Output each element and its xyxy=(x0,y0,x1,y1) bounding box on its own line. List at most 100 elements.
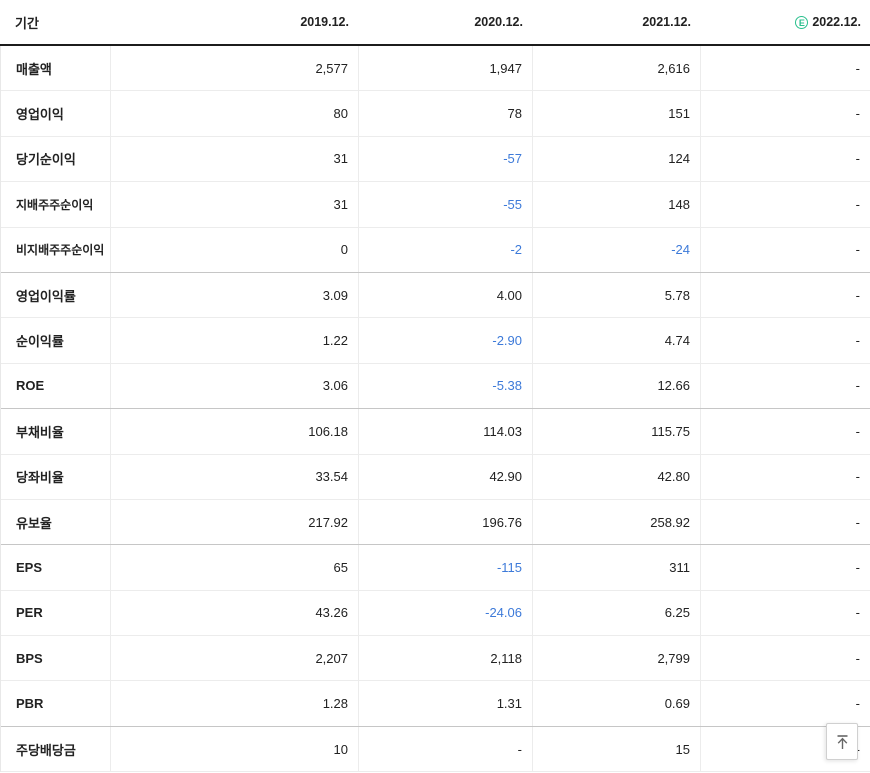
cell-2020: 1.31 xyxy=(358,681,532,726)
cell-2021: 0.69 xyxy=(532,681,700,726)
table-row: 영업이익 80 78 151 - xyxy=(1,91,870,137)
cell-2021: 15 xyxy=(532,726,700,772)
cell-2020: 78 xyxy=(358,91,532,136)
row-label: 순이익률 xyxy=(16,334,64,350)
cell-2021: 115.75 xyxy=(532,409,700,454)
cell-2022-estimate: - xyxy=(700,91,870,136)
table-row: 부채비율 106.18 114.03 115.75 - xyxy=(1,409,870,455)
row-label: 당좌비율 xyxy=(16,470,64,486)
table-row: 주당배당금 10 - 15 - xyxy=(1,726,870,773)
table-row: 지배주주순이익 31 -55 148 - xyxy=(1,182,870,228)
cell-2021: 2,616 xyxy=(532,46,700,91)
cell-2020: 1,947 xyxy=(358,46,532,91)
row-label: 영업이익률 xyxy=(16,288,76,304)
column-header-2022-label: 2022.12. xyxy=(812,15,861,29)
row-label: 부채비율 xyxy=(16,424,64,440)
cell-2019: 106.18 xyxy=(110,409,358,454)
scroll-to-top-button[interactable] xyxy=(826,723,858,760)
cell-2021: 42.80 xyxy=(532,454,700,499)
cell-2020: - xyxy=(358,726,532,772)
cell-2020: -55 xyxy=(358,182,532,227)
cell-2020: 2,118 xyxy=(358,636,532,681)
table-row: 영업이익률 3.09 4.00 5.78 - xyxy=(1,272,870,319)
row-label: EPS xyxy=(16,559,43,575)
cell-2021: -24 xyxy=(532,227,700,272)
cell-2022-estimate: - xyxy=(700,636,870,681)
cell-2020: -24.06 xyxy=(358,590,532,636)
cell-2021: 5.78 xyxy=(532,272,700,318)
cell-2020: 114.03 xyxy=(358,409,532,454)
cell-2019: 3.09 xyxy=(110,272,358,318)
cell-2019: 1.28 xyxy=(110,681,358,726)
cell-2022-estimate: - xyxy=(700,590,870,636)
cell-2022-estimate: - xyxy=(700,318,870,363)
column-header-2022-estimate: E 2022.12. xyxy=(700,0,870,44)
cell-2019: 65 xyxy=(110,545,358,590)
row-label: 주당배당금 xyxy=(16,742,76,758)
row-label: 매출액 xyxy=(16,61,52,77)
row-label: PER xyxy=(16,605,43,621)
arrow-to-top-icon xyxy=(837,734,847,749)
cell-2021: 148 xyxy=(532,182,700,227)
cell-2021: 258.92 xyxy=(532,499,700,545)
cell-2019: 10 xyxy=(110,726,358,772)
column-header-period: 기간 xyxy=(15,15,39,31)
cell-2021: 6.25 xyxy=(532,590,700,636)
cell-2022-estimate: - xyxy=(700,46,870,91)
table-row: 당기순이익 31 -57 124 - xyxy=(1,136,870,183)
table-row: 당좌비율 33.54 42.90 42.80 - xyxy=(1,454,870,500)
cell-2019: 3.06 xyxy=(110,363,358,409)
cell-2021: 151 xyxy=(532,91,700,136)
table-row: BPS 2,207 2,118 2,799 - xyxy=(1,636,870,682)
cell-2022-estimate: - xyxy=(700,272,870,318)
cell-2020: -2.90 xyxy=(358,318,532,363)
cell-2019: 33.54 xyxy=(110,454,358,499)
row-label: ROE xyxy=(16,378,45,394)
column-header-2021: 2021.12. xyxy=(642,15,691,29)
column-header-2019: 2019.12. xyxy=(300,15,349,29)
cell-2022-estimate: - xyxy=(700,363,870,409)
column-header-2020: 2020.12. xyxy=(474,15,523,29)
cell-2021: 124 xyxy=(532,136,700,182)
row-label: 당기순이익 xyxy=(16,152,76,168)
row-label: 유보율 xyxy=(16,515,52,531)
row-label: 영업이익 xyxy=(16,107,64,123)
cell-2020: 4.00 xyxy=(358,272,532,318)
cell-2019: 2,207 xyxy=(110,636,358,681)
table-row: 순이익률 1.22 -2.90 4.74 - xyxy=(1,318,870,364)
row-label: 비지배주주순이익 xyxy=(16,243,105,258)
table-row: ROE 3.06 -5.38 12.66 - xyxy=(1,363,870,410)
cell-2022-estimate: - xyxy=(700,545,870,590)
cell-2020: -5.38 xyxy=(358,363,532,409)
cell-2019: 43.26 xyxy=(110,590,358,636)
row-label: PBR xyxy=(16,696,44,712)
cell-2021: 311 xyxy=(532,545,700,590)
table-row: 비지배주주순이익 0 -2 -24 - xyxy=(1,227,870,273)
cell-2019: 217.92 xyxy=(110,499,358,545)
cell-2022-estimate: - xyxy=(700,182,870,227)
cell-2019: 31 xyxy=(110,136,358,182)
cell-2021: 2,799 xyxy=(532,636,700,681)
cell-2019: 1.22 xyxy=(110,318,358,363)
cell-2022-estimate: - xyxy=(700,499,870,545)
cell-2019: 80 xyxy=(110,91,358,136)
cell-2020: -2 xyxy=(358,227,532,272)
table-row: 매출액 2,577 1,947 2,616 - xyxy=(1,46,870,92)
table-row: PER 43.26 -24.06 6.25 - xyxy=(1,590,870,637)
cell-2020: -57 xyxy=(358,136,532,182)
cell-2022-estimate: - xyxy=(700,681,870,726)
row-label: 지배주주순이익 xyxy=(16,197,94,212)
cell-2019: 2,577 xyxy=(110,46,358,91)
cell-2022-estimate: - xyxy=(700,454,870,499)
estimate-icon: E xyxy=(795,15,809,29)
cell-2022-estimate: - xyxy=(700,136,870,182)
cell-2019: 0 xyxy=(110,227,358,272)
cell-2021: 4.74 xyxy=(532,318,700,363)
cell-2020: 42.90 xyxy=(358,454,532,499)
table-row: PBR 1.28 1.31 0.69 - xyxy=(1,681,870,727)
table-body: 매출액 2,577 1,947 2,616 - 영업이익 80 78 151 -… xyxy=(0,46,870,773)
row-label: BPS xyxy=(16,650,43,666)
table-row: EPS 65 -115 311 - xyxy=(1,545,870,591)
cell-2019: 31 xyxy=(110,182,358,227)
